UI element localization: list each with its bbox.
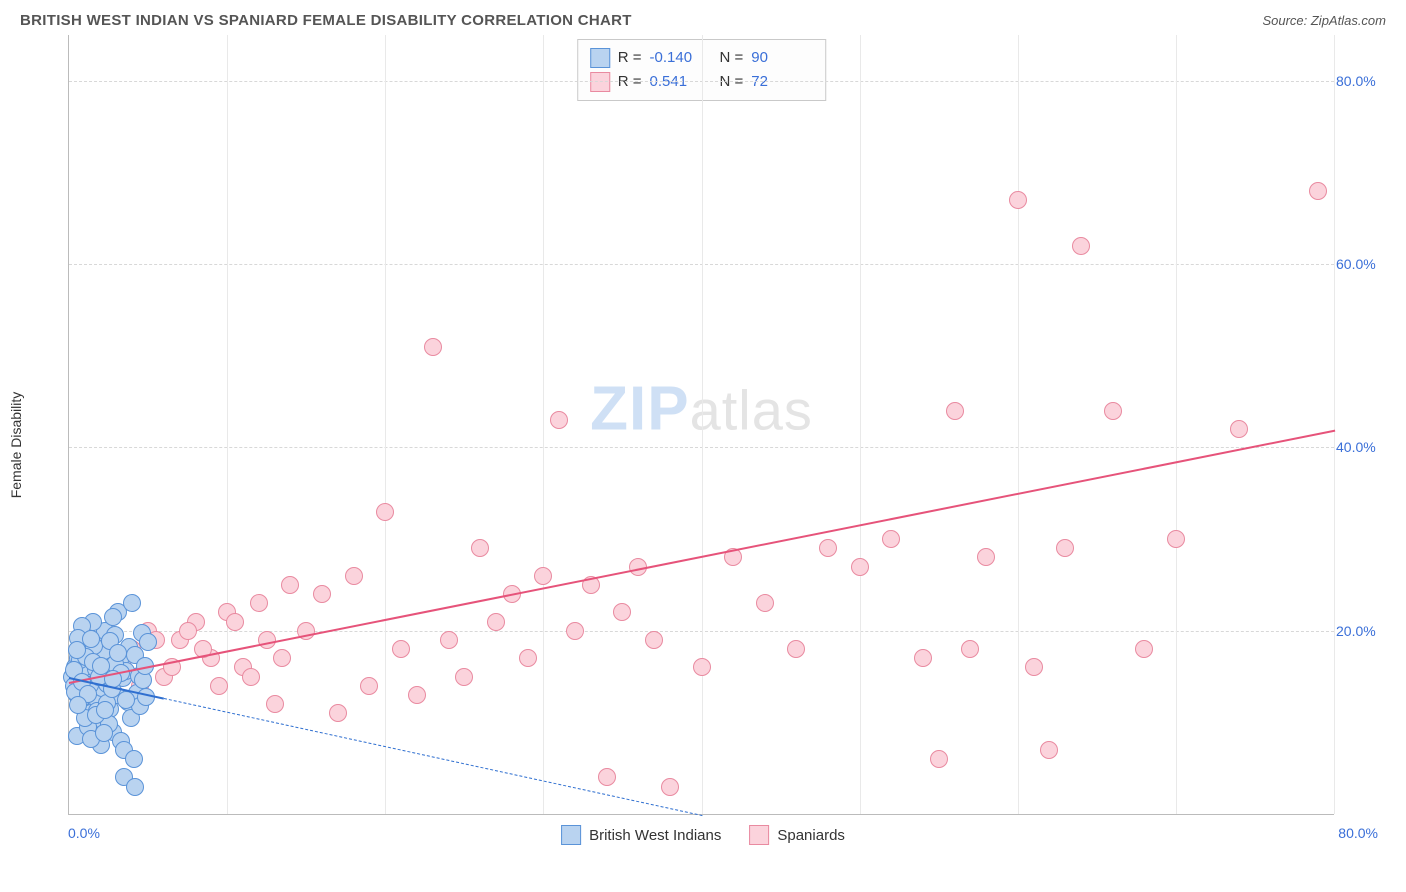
scatter-point-b	[258, 631, 276, 649]
scatter-point-b	[882, 530, 900, 548]
scatter-point-b	[1009, 191, 1027, 209]
scatter-point-b	[1056, 539, 1074, 557]
y-tick-label: 80.0%	[1336, 73, 1380, 89]
scatter-point-b	[598, 768, 616, 786]
chart-container: Female Disability ZIPatlas R = -0.140 N …	[20, 35, 1386, 855]
gridline-v	[702, 35, 703, 814]
scatter-point-a	[104, 608, 122, 626]
scatter-point-b	[1167, 530, 1185, 548]
scatter-point-b	[440, 631, 458, 649]
legend-item-a: British West Indians	[561, 825, 721, 845]
scatter-point-a	[126, 778, 144, 796]
swatch-b	[590, 72, 610, 92]
scatter-point-b	[613, 603, 631, 621]
scatter-point-b	[661, 778, 679, 796]
gridline-v	[860, 35, 861, 814]
scatter-point-b	[1309, 182, 1327, 200]
swatch-a	[590, 48, 610, 68]
gridline-v	[543, 35, 544, 814]
scatter-point-b	[487, 613, 505, 631]
legend-bottom: British West Indians Spaniards	[561, 825, 845, 845]
gridline-v	[1334, 35, 1335, 814]
scatter-point-b	[392, 640, 410, 658]
scatter-point-b	[930, 750, 948, 768]
scatter-point-b	[977, 548, 995, 566]
legend-item-b: Spaniards	[749, 825, 845, 845]
scatter-point-b	[313, 585, 331, 603]
scatter-point-b	[1025, 658, 1043, 676]
scatter-point-b	[961, 640, 979, 658]
scatter-point-b	[645, 631, 663, 649]
source-attribution: Source: ZipAtlas.com	[1262, 13, 1386, 28]
scatter-point-b	[946, 402, 964, 420]
scatter-point-b	[329, 704, 347, 722]
y-tick-label: 20.0%	[1336, 623, 1380, 639]
scatter-point-b	[566, 622, 584, 640]
scatter-point-b	[408, 686, 426, 704]
scatter-point-b	[281, 576, 299, 594]
scatter-point-a	[125, 750, 143, 768]
scatter-point-a	[82, 630, 100, 648]
gridline-v	[385, 35, 386, 814]
gridline-v	[1018, 35, 1019, 814]
scatter-point-b	[455, 668, 473, 686]
scatter-point-b	[471, 539, 489, 557]
scatter-point-b	[550, 411, 568, 429]
scatter-point-b	[787, 640, 805, 658]
scatter-point-b	[1230, 420, 1248, 438]
scatter-point-b	[1072, 237, 1090, 255]
gridline-v	[1176, 35, 1177, 814]
scatter-point-b	[376, 503, 394, 521]
scatter-point-a	[109, 644, 127, 662]
scatter-point-b	[519, 649, 537, 667]
x-tick-min: 0.0%	[68, 825, 100, 841]
swatch-a-bottom	[561, 825, 581, 845]
scatter-point-b	[273, 649, 291, 667]
y-tick-label: 40.0%	[1336, 439, 1380, 455]
y-axis-label: Female Disability	[8, 392, 24, 499]
scatter-point-b	[756, 594, 774, 612]
scatter-point-b	[266, 695, 284, 713]
x-tick-max: 80.0%	[1338, 825, 1378, 841]
scatter-point-b	[424, 338, 442, 356]
y-tick-label: 60.0%	[1336, 256, 1380, 272]
scatter-point-b	[1104, 402, 1122, 420]
scatter-point-b	[250, 594, 268, 612]
scatter-point-b	[210, 677, 228, 695]
gridline-v	[227, 35, 228, 814]
scatter-point-b	[534, 567, 552, 585]
plot-area: ZIPatlas R = -0.140 N = 90 R = 0.541 N =…	[68, 35, 1334, 815]
chart-title: BRITISH WEST INDIAN VS SPANIARD FEMALE D…	[20, 12, 632, 29]
scatter-point-b	[1135, 640, 1153, 658]
scatter-point-a	[123, 594, 141, 612]
scatter-point-b	[242, 668, 260, 686]
scatter-point-b	[179, 622, 197, 640]
scatter-point-b	[345, 567, 363, 585]
scatter-point-b	[226, 613, 244, 631]
scatter-point-b	[914, 649, 932, 667]
swatch-b-bottom	[749, 825, 769, 845]
scatter-point-a	[139, 633, 157, 651]
scatter-point-b	[360, 677, 378, 695]
trendline-a-dashed	[164, 698, 702, 816]
scatter-point-b	[693, 658, 711, 676]
scatter-point-b	[1040, 741, 1058, 759]
scatter-point-b	[819, 539, 837, 557]
scatter-point-b	[851, 558, 869, 576]
